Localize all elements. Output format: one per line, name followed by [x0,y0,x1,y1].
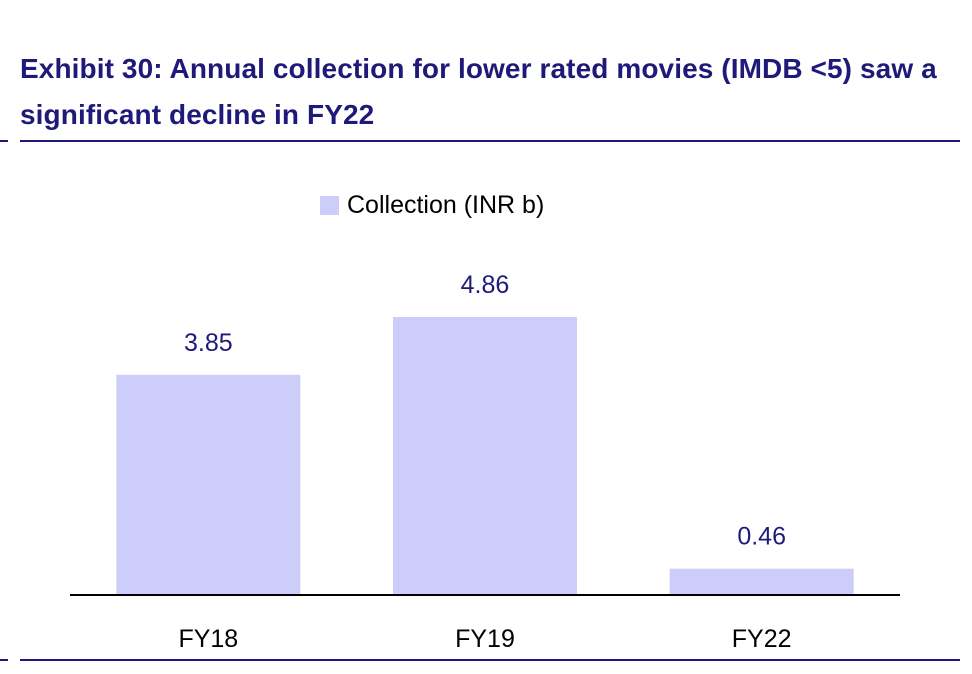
legend-swatch [320,195,339,215]
left-margin-tick-top [0,140,8,142]
x-tick-label-fy22: FY22 [732,625,792,653]
left-margin-tick-bottom [0,659,8,661]
chart-legend: Collection (INR b) [320,188,544,222]
footer-rule [20,659,960,661]
data-label-fy22: 0.46 [737,523,786,551]
title-underline [20,140,960,142]
legend-label: Collection (INR b) [347,190,545,219]
x-tick-label-fy18: FY18 [178,625,238,653]
x-tick-label-fy19: FY19 [455,625,515,653]
bar-fy19 [393,317,577,595]
bar-fy22 [669,568,854,595]
exhibit-title: Exhibit 30: Annual collection for lower … [20,53,937,130]
bar-fy18 [116,374,301,595]
data-label-fy18: 3.85 [184,329,233,357]
data-label-fy19: 4.86 [461,271,510,299]
